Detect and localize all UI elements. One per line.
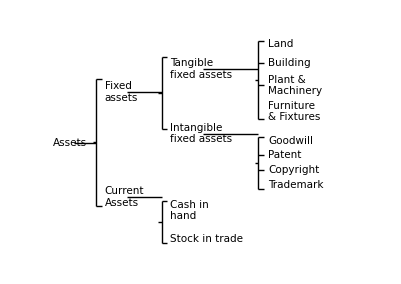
Text: Furniture
& Fixtures: Furniture & Fixtures xyxy=(267,101,320,122)
Text: Intangible
fixed assets: Intangible fixed assets xyxy=(170,123,232,144)
Text: Patent: Patent xyxy=(267,151,301,160)
Text: Goodwill: Goodwill xyxy=(267,136,312,146)
Text: Land: Land xyxy=(267,39,293,49)
Text: Building: Building xyxy=(267,57,310,68)
Text: Stock in trade: Stock in trade xyxy=(170,233,243,244)
Text: Current
Assets: Current Assets xyxy=(105,186,144,208)
Text: Trademark: Trademark xyxy=(267,180,323,190)
Text: Cash in
hand: Cash in hand xyxy=(170,200,209,221)
Text: Fixed
assets: Fixed assets xyxy=(105,82,138,103)
Text: Plant &
Machinery: Plant & Machinery xyxy=(267,75,322,96)
Text: Copyright: Copyright xyxy=(267,165,319,175)
Text: Assets: Assets xyxy=(53,138,87,149)
Text: Tangible
fixed assets: Tangible fixed assets xyxy=(170,59,232,80)
